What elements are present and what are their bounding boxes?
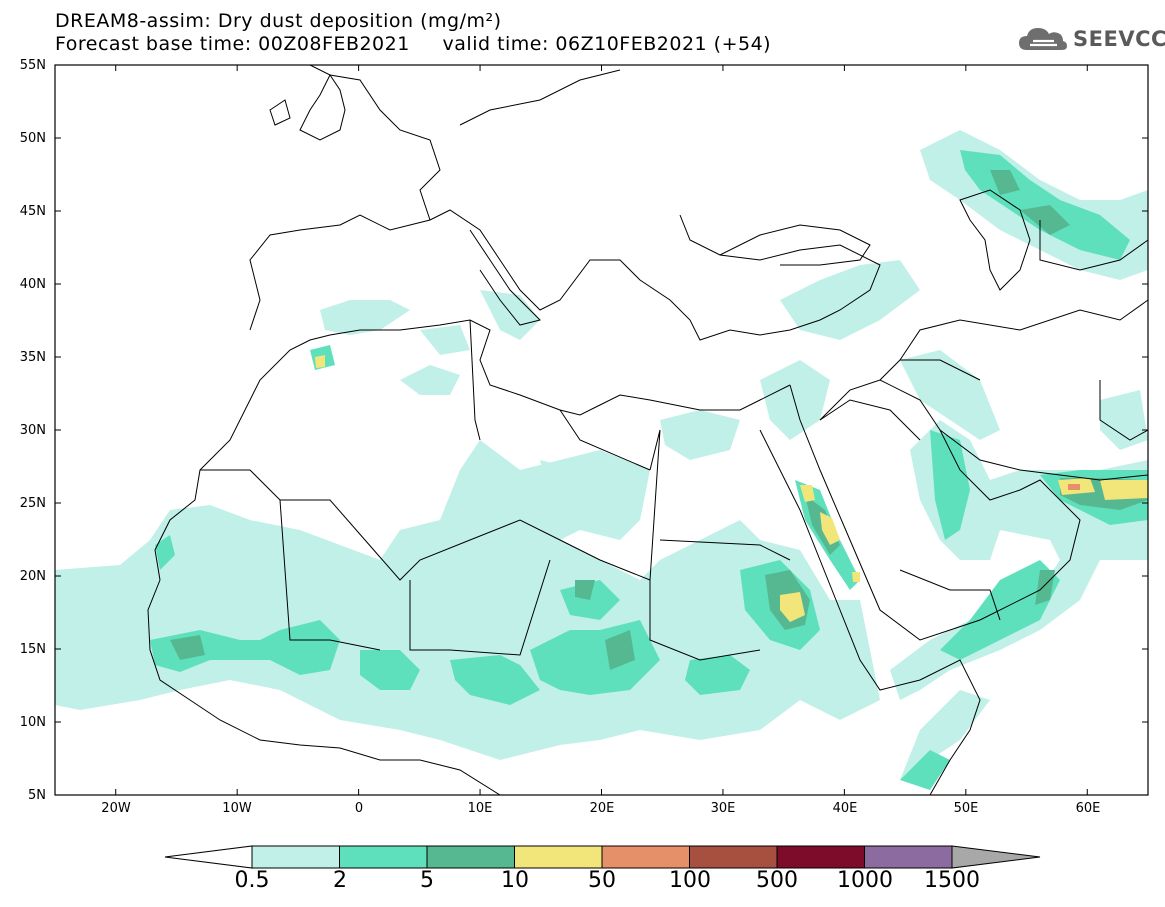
colorbar-cell (251, 845, 340, 869)
lon-label: 60E (1075, 801, 1101, 816)
cloud-icon (1019, 28, 1067, 50)
lat-label: 50N (19, 131, 46, 146)
colorbar-label: 1000 (837, 868, 893, 893)
colorbar-left-arrow (164, 845, 253, 869)
lon-label: 20W (101, 801, 131, 816)
lon-label: 40E (832, 801, 858, 816)
lat-label: 40N (19, 277, 46, 292)
contour-orange (1068, 484, 1080, 490)
forecast-time-line: Forecast base time: 00Z08FEB2021 valid t… (55, 33, 772, 55)
contour-yellow (315, 355, 1148, 622)
lat-label: 35N (19, 350, 46, 365)
lat-label: 5N (28, 788, 46, 803)
lat-label: 55N (19, 58, 46, 73)
colorbar-label: 500 (756, 868, 798, 893)
colorbar-label: 0.5 (234, 868, 270, 893)
colorbar-cell (339, 845, 428, 869)
colorbar-cell (514, 845, 603, 869)
seevccc-logo: SEEVCCC (1017, 22, 1165, 56)
lon-label: 50E (953, 801, 979, 816)
colorbar-label: 1500 (924, 868, 980, 893)
lon-label: 0 (354, 801, 364, 816)
lon-label: 10W (222, 801, 252, 816)
lon-label: 10E (467, 801, 493, 816)
lon-label: 20E (589, 801, 615, 816)
deposition-contours (55, 130, 1148, 790)
colorbar-cell (864, 845, 953, 869)
colorbar-label: 2 (333, 868, 347, 893)
colorbar-cell (776, 845, 865, 869)
colorbar-cell (601, 845, 690, 869)
colorbar-cell (426, 845, 515, 869)
colorbar-label: 100 (669, 868, 711, 893)
colorbar-label: 50 (588, 868, 616, 893)
colorbar (164, 845, 1041, 869)
coastlines (147, 65, 1148, 795)
lat-label: 45N (19, 204, 46, 219)
lon-label: 30E (710, 801, 736, 816)
lat-label: 30N (19, 423, 46, 438)
lat-label: 20N (19, 569, 46, 584)
colorbar-right-arrow (951, 845, 1041, 869)
colorbar-label: 10 (501, 868, 529, 893)
axis-ticks (55, 64, 1148, 796)
colorbar-cell (689, 845, 778, 869)
map-title: DREAM8-assim: Dry dust deposition (mg/m²… (55, 10, 502, 32)
lat-label: 15N (19, 642, 46, 657)
logo-text: SEEVCCC (1073, 27, 1165, 51)
colorbar-label: 5 (420, 868, 434, 893)
lat-label: 25N (19, 496, 46, 511)
lat-label: 10N (19, 715, 46, 730)
